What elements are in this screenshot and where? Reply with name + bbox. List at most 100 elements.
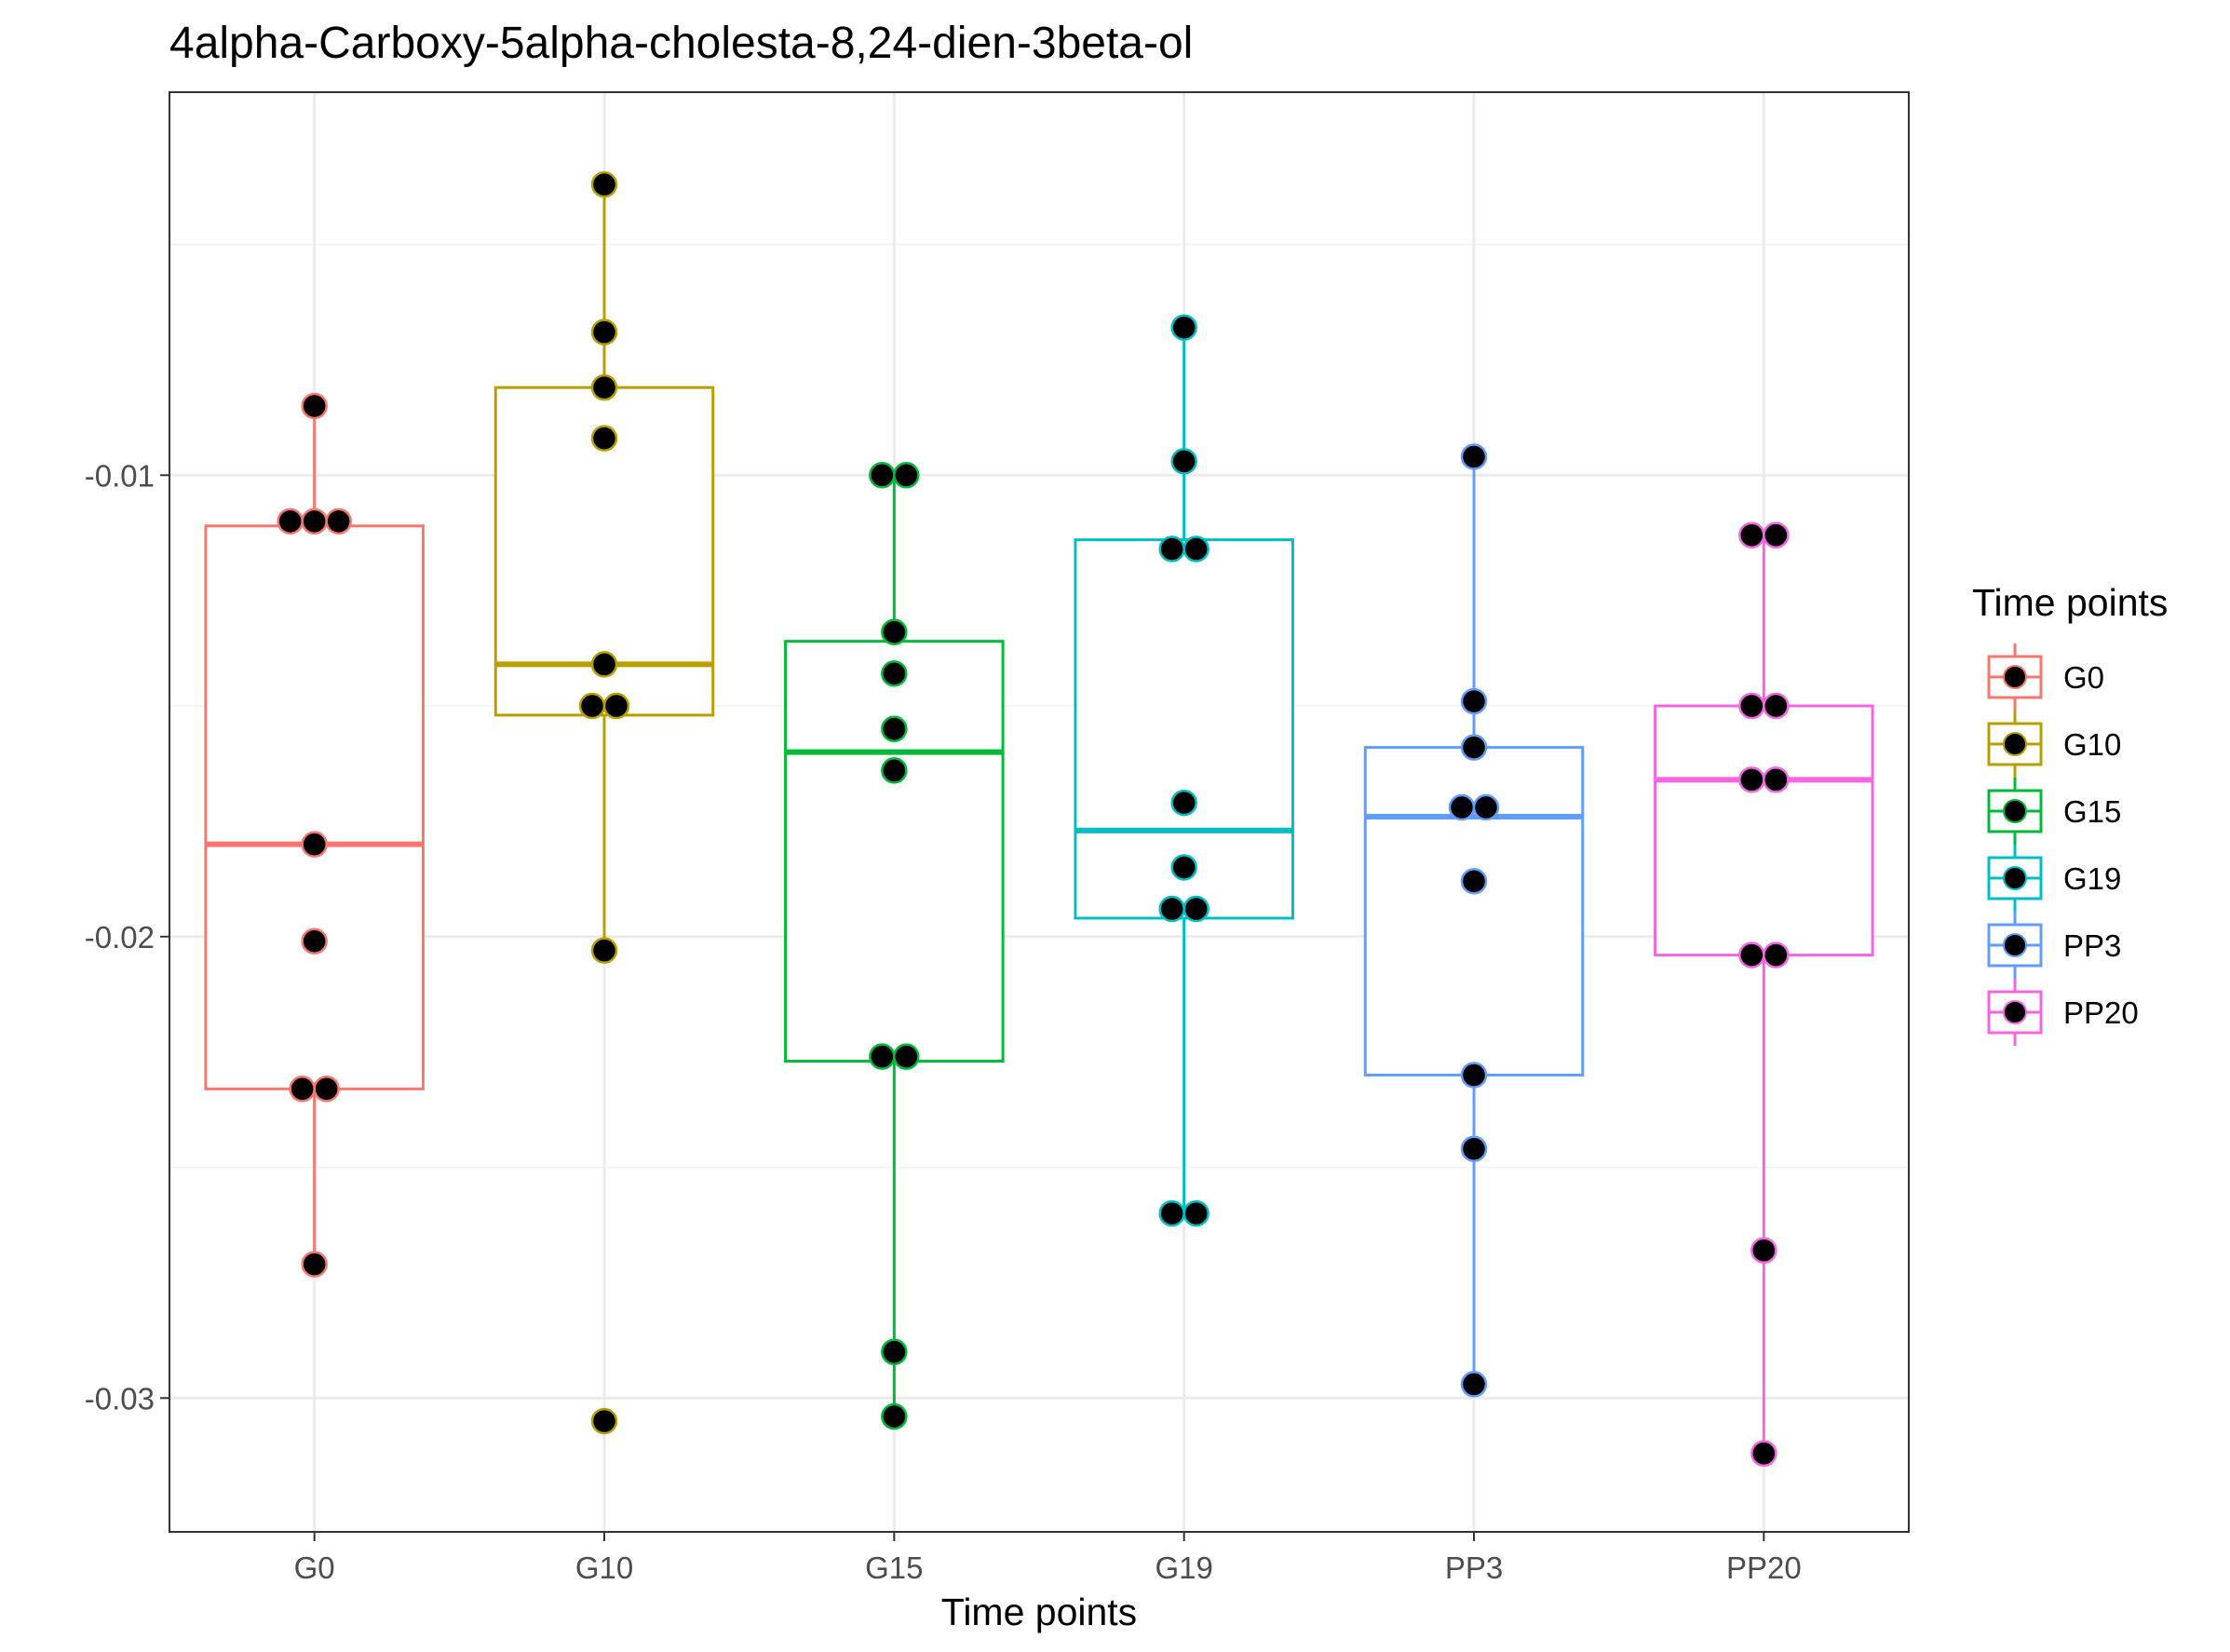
data-point — [1460, 687, 1488, 715]
x-tick-label: PP20 — [1726, 1550, 1802, 1585]
legend: Time points G0 G10 G15 G19 PP3 PP20 — [1972, 581, 2168, 1046]
y-tick-label: -0.03 — [85, 1381, 155, 1415]
data-point — [1472, 793, 1500, 821]
data-point — [1460, 1062, 1488, 1089]
data-point — [1738, 521, 1765, 548]
data-point — [881, 660, 908, 687]
data-point — [1183, 895, 1210, 923]
panel-border — [169, 91, 1910, 1533]
x-axis: G0 G10 G15 G19 PP3 PP20 — [294, 1532, 1802, 1585]
data-point — [1460, 868, 1488, 895]
data-point — [1460, 443, 1488, 470]
data-point — [301, 831, 328, 858]
data-point — [1170, 314, 1197, 341]
legend-item-g19: G19 — [1987, 845, 2121, 912]
boxplot-g15 — [784, 475, 1005, 1417]
legend-key-point — [2003, 866, 2027, 890]
legend-key-point — [2003, 933, 2027, 957]
legend-label: G19 — [2063, 861, 2121, 896]
data-point — [869, 462, 896, 489]
y-tick-label: -0.02 — [85, 920, 155, 955]
legend-item-g15: G15 — [1987, 778, 2121, 845]
data-point — [1750, 1440, 1777, 1468]
legend-item-pp3: PP3 — [1987, 912, 2121, 979]
x-axis-title: Time points — [941, 1591, 1137, 1633]
chart-title: 4alpha-Carboxy-5alpha-cholesta-8,24-dien… — [169, 19, 1193, 68]
data-point — [590, 373, 618, 401]
legend-items: G0 G10 G15 G19 PP3 PP20 — [1987, 643, 2139, 1046]
data-point — [325, 508, 352, 535]
data-point — [1460, 1371, 1488, 1398]
data-point — [1448, 793, 1476, 821]
box — [784, 640, 1005, 1063]
legend-item-g0: G0 — [1987, 643, 2104, 711]
legend-title: Time points — [1972, 581, 2168, 624]
x-tick-label: G15 — [865, 1550, 923, 1585]
data-point — [313, 1076, 340, 1103]
data-point — [1750, 1237, 1777, 1264]
legend-label: G0 — [2063, 660, 2104, 695]
data-point — [1460, 1135, 1488, 1162]
legend-key-point — [2003, 1000, 2027, 1024]
data-point — [881, 618, 908, 645]
data-point — [881, 757, 908, 784]
data-point — [1183, 535, 1210, 562]
data-point — [590, 651, 618, 678]
legend-key-point — [2003, 799, 2027, 823]
data-point — [590, 318, 618, 345]
data-point — [590, 425, 618, 452]
y-axis: -0.01 -0.02 -0.03 — [85, 458, 169, 1415]
legend-label: PP3 — [2063, 928, 2121, 963]
legend-label: PP20 — [2063, 995, 2139, 1030]
data-point — [1460, 734, 1488, 761]
legend-key-point — [2003, 732, 2027, 756]
data-point — [1738, 692, 1765, 720]
legend-label: G15 — [2063, 794, 2121, 829]
y-tick-label: -0.01 — [85, 458, 155, 493]
data-point — [1170, 854, 1197, 881]
data-point — [277, 508, 304, 535]
data-point — [602, 692, 630, 720]
data-point — [1158, 895, 1185, 923]
data-point — [1170, 448, 1197, 475]
x-tick-label: G19 — [1155, 1550, 1212, 1585]
box — [1654, 704, 1874, 957]
plot-area — [169, 91, 1910, 1533]
box — [204, 524, 425, 1090]
legend-label: G10 — [2063, 727, 2121, 762]
data-point — [590, 170, 618, 198]
data-point — [881, 1338, 908, 1365]
data-point — [590, 1407, 618, 1435]
data-point — [1158, 1199, 1185, 1227]
data-point — [1170, 789, 1197, 817]
panel-background — [169, 92, 1909, 1532]
data-point — [590, 937, 618, 964]
data-point — [1763, 692, 1790, 720]
legend-key-point — [2003, 665, 2027, 689]
data-points — [277, 170, 1790, 1468]
legend-item-g10: G10 — [1987, 711, 2121, 778]
data-point — [1763, 766, 1790, 793]
data-point — [893, 462, 920, 489]
data-point — [1738, 766, 1765, 793]
data-point — [1763, 941, 1790, 968]
data-point — [301, 1251, 328, 1278]
x-tick-label: PP3 — [1445, 1550, 1503, 1585]
data-point — [301, 508, 328, 535]
data-point — [578, 692, 606, 720]
data-point — [869, 1043, 896, 1070]
legend-item-pp20: PP20 — [1987, 979, 2139, 1046]
data-point — [881, 715, 908, 743]
boxplot-pp20 — [1654, 535, 1874, 1454]
data-point — [289, 1076, 316, 1103]
data-point — [301, 928, 328, 955]
x-tick-label: G0 — [294, 1550, 335, 1585]
x-tick-label: G10 — [575, 1550, 633, 1585]
data-point — [1763, 521, 1790, 548]
data-point — [301, 392, 328, 420]
data-point — [881, 1402, 908, 1430]
data-point — [1738, 941, 1765, 968]
data-point — [1183, 1199, 1210, 1227]
box — [1363, 746, 1585, 1077]
